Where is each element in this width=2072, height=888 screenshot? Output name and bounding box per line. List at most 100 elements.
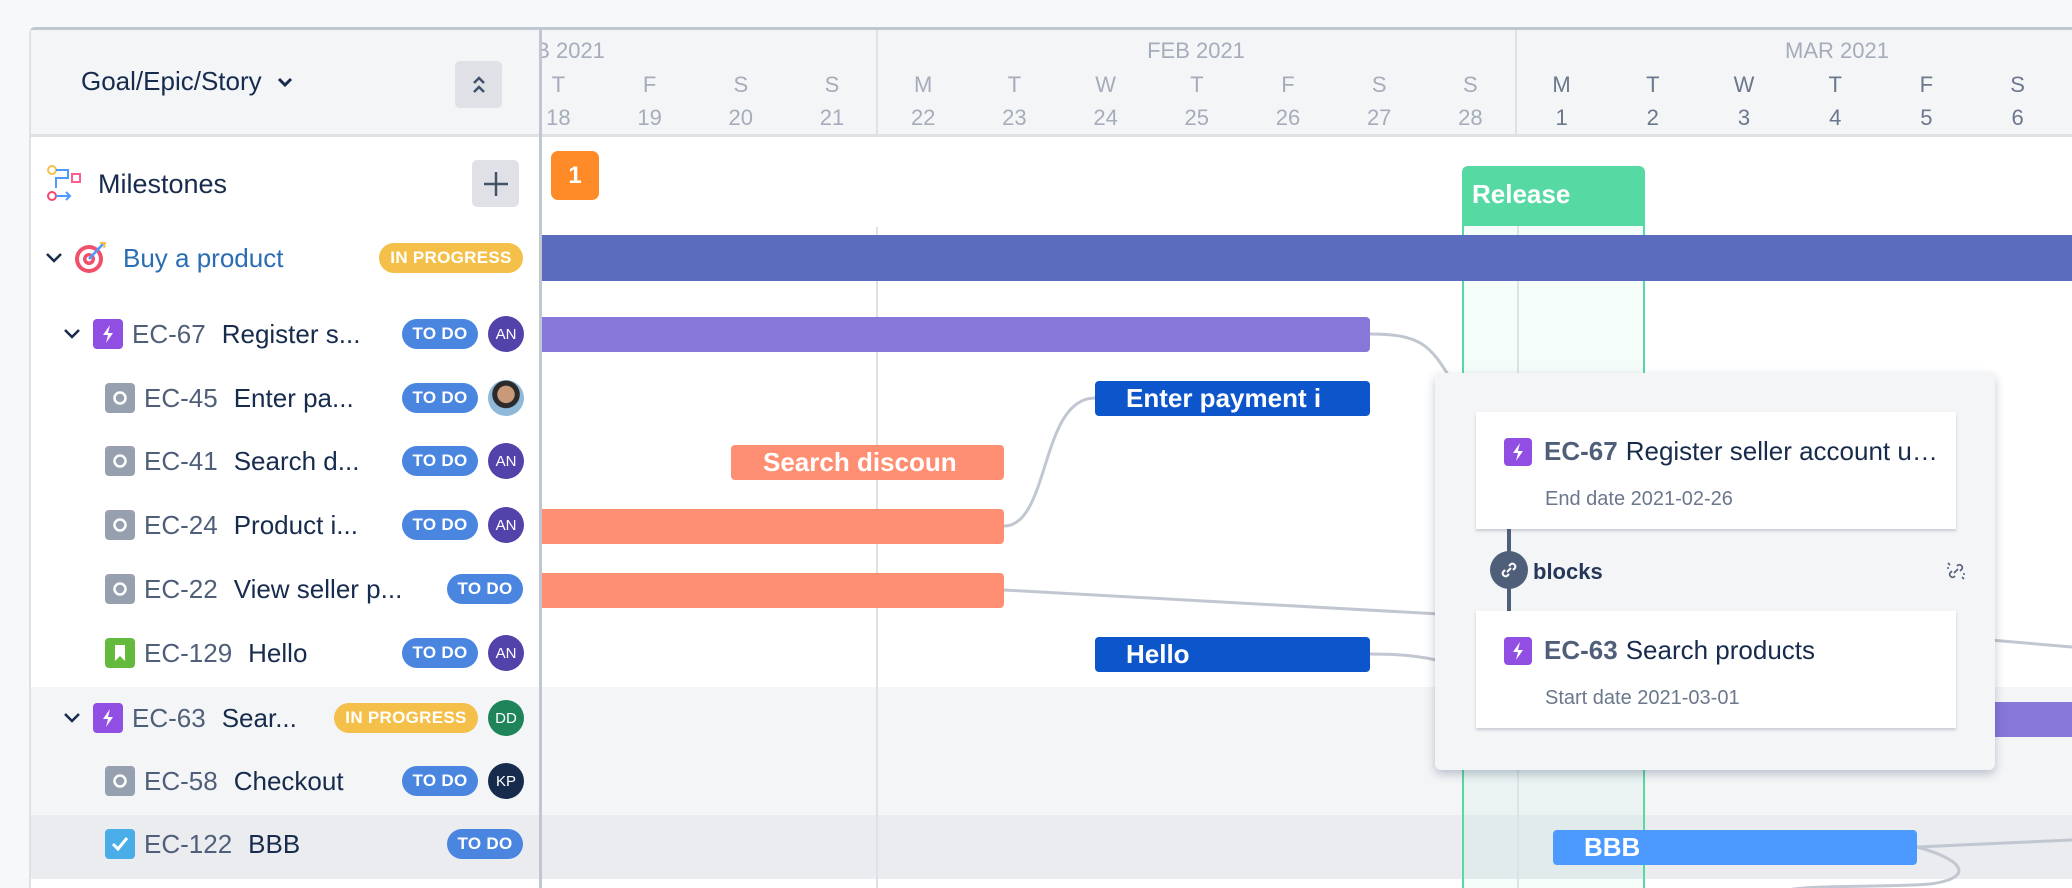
- goal-bar-buy-a-product[interactable]: [542, 235, 2072, 281]
- issue-title[interactable]: View seller p...: [233, 574, 403, 604]
- week-gridline: [876, 227, 878, 888]
- dependency-line: [1003, 588, 1441, 616]
- epic-bar-ec-67[interactable]: [542, 317, 1370, 352]
- weekday-label: M: [1552, 72, 1571, 97]
- avatar[interactable]: AN: [488, 316, 524, 352]
- day-number: 28: [1458, 105, 1483, 130]
- day-number: 19: [637, 105, 662, 130]
- issue-row[interactable]: EC-22 View seller p... TO DO: [31, 557, 539, 621]
- avatar[interactable]: AN: [488, 443, 524, 479]
- goal-row[interactable]: Buy a product IN PROGRESS: [31, 226, 539, 290]
- dependency-line: [1916, 838, 2072, 849]
- issue-title[interactable]: Hello: [248, 638, 308, 668]
- epic-row[interactable]: EC-67 Register s... TO DO AN: [31, 302, 539, 366]
- issue-title[interactable]: Register s...: [221, 319, 361, 349]
- issue-title[interactable]: Search d...: [233, 446, 360, 476]
- plus-icon: [483, 171, 508, 196]
- weekday-label: T: [1190, 72, 1204, 97]
- issue-key[interactable]: EC-63: [132, 703, 206, 733]
- issue-key[interactable]: EC-45: [144, 383, 218, 413]
- issue-key[interactable]: EC-58: [144, 766, 218, 796]
- issue-row[interactable]: EC-41 Search d... TO DO AN: [31, 429, 539, 493]
- issue-row[interactable]: EC-122 BBB TO DO: [31, 812, 539, 876]
- source-issue-card[interactable]: EC-67 Register seller account u… End dat…: [1476, 412, 1956, 529]
- issue-row[interactable]: EC-45 Enter pa... TO DO: [31, 366, 539, 430]
- status-badge[interactable]: TO DO: [402, 383, 478, 413]
- panel-resize-handle[interactable]: [539, 27, 542, 888]
- issue-title[interactable]: Buy a product: [123, 243, 284, 273]
- day-number: 6: [2011, 105, 2024, 130]
- status-badge[interactable]: TO DO: [447, 574, 523, 604]
- status-badge[interactable]: TO DO: [402, 766, 478, 796]
- day-number: 20: [728, 105, 754, 130]
- day-number: 2: [1646, 105, 1659, 130]
- source-end-date: End date 2021-02-26: [1545, 488, 1733, 510]
- subtask-icon: [105, 383, 135, 413]
- status-badge[interactable]: TO DO: [447, 829, 523, 859]
- expand-chevron-icon[interactable]: [44, 248, 64, 268]
- epic-row[interactable]: EC-63 Sear... IN PROGRESS DD: [31, 686, 539, 750]
- avatar[interactable]: DD: [488, 700, 524, 736]
- bar-ec-41[interactable]: Search discoun: [731, 445, 1004, 480]
- issue-row[interactable]: EC-24 Product i... TO DO AN: [31, 493, 539, 557]
- day-number: 5: [1920, 105, 1933, 130]
- weekday-label: S: [1463, 72, 1478, 97]
- story-icon: [105, 638, 135, 668]
- status-badge[interactable]: TO DO: [402, 319, 478, 349]
- status-badge[interactable]: IN PROGRESS: [379, 243, 523, 273]
- issue-key[interactable]: EC-41: [144, 446, 218, 476]
- unlink-icon[interactable]: [1945, 560, 1967, 582]
- weekday-label: T: [1828, 72, 1842, 97]
- avatar[interactable]: KP: [488, 763, 524, 799]
- issue-key[interactable]: EC-122: [144, 829, 233, 859]
- add-milestone-button[interactable]: [472, 160, 519, 207]
- week-divider: [876, 30, 878, 137]
- issue-title[interactable]: Checkout: [233, 766, 344, 796]
- bar-label: Enter payment i: [1126, 383, 1322, 413]
- issue-title[interactable]: BBB: [248, 829, 301, 859]
- bar-ec-122[interactable]: BBB: [1553, 830, 1917, 865]
- issue-key[interactable]: EC-24: [144, 510, 218, 540]
- issue-title[interactable]: Product i...: [233, 510, 358, 540]
- subtask-icon: [105, 766, 135, 796]
- milestone-count-badge[interactable]: 1: [551, 151, 599, 200]
- weekday-label: F: [642, 72, 657, 97]
- avatar[interactable]: AN: [488, 635, 524, 671]
- issue-row[interactable]: EC-129 Hello TO DO AN: [31, 621, 539, 685]
- release-label: Release: [1472, 179, 1571, 209]
- issue-key[interactable]: EC-22: [144, 574, 218, 604]
- bar-ec-129[interactable]: Hello: [1095, 637, 1370, 672]
- expand-chevron-icon[interactable]: [62, 324, 82, 344]
- expand-chevron-icon[interactable]: [62, 708, 82, 728]
- bar-ec-22[interactable]: [542, 573, 1004, 608]
- subtask-icon: [105, 446, 135, 476]
- target-icon: [75, 242, 107, 273]
- collapse-all-button[interactable]: [455, 61, 502, 108]
- weekday-label: T: [551, 72, 566, 97]
- bar-ec-45[interactable]: Enter payment i: [1095, 381, 1370, 416]
- issue-key[interactable]: EC-67: [132, 319, 206, 349]
- grouping-dropdown[interactable]: Goal/Epic/Story: [50, 66, 294, 97]
- target-key: EC-63: [1544, 635, 1618, 665]
- bar-label: Hello: [1126, 639, 1190, 669]
- grouping-label: Goal/Epic/Story: [81, 66, 262, 96]
- link-icon: [1490, 551, 1528, 589]
- status-badge[interactable]: IN PROGRESS: [334, 703, 478, 733]
- milestones-label: Milestones: [98, 169, 228, 199]
- day-number: 22: [910, 105, 936, 130]
- bar-ec-24[interactable]: [542, 509, 1004, 544]
- weekday-label: F: [1919, 72, 1934, 97]
- status-badge[interactable]: TO DO: [402, 446, 478, 476]
- issue-row[interactable]: EC-58 Checkout TO DO KP: [31, 749, 539, 813]
- target-issue-card[interactable]: EC-63 Search products Start date 2021-03…: [1476, 611, 1956, 728]
- avatar[interactable]: [488, 380, 524, 416]
- status-badge[interactable]: TO DO: [402, 510, 478, 540]
- issue-title[interactable]: Enter pa...: [233, 383, 354, 413]
- release-milestone[interactable]: Release: [1462, 166, 1645, 226]
- issue-key[interactable]: EC-129: [144, 638, 233, 668]
- issue-title[interactable]: Sear...: [221, 703, 297, 733]
- milestone-count: 1: [568, 161, 582, 189]
- status-badge[interactable]: TO DO: [402, 638, 478, 668]
- avatar[interactable]: AN: [488, 507, 524, 543]
- dependency-line: [1989, 638, 2072, 649]
